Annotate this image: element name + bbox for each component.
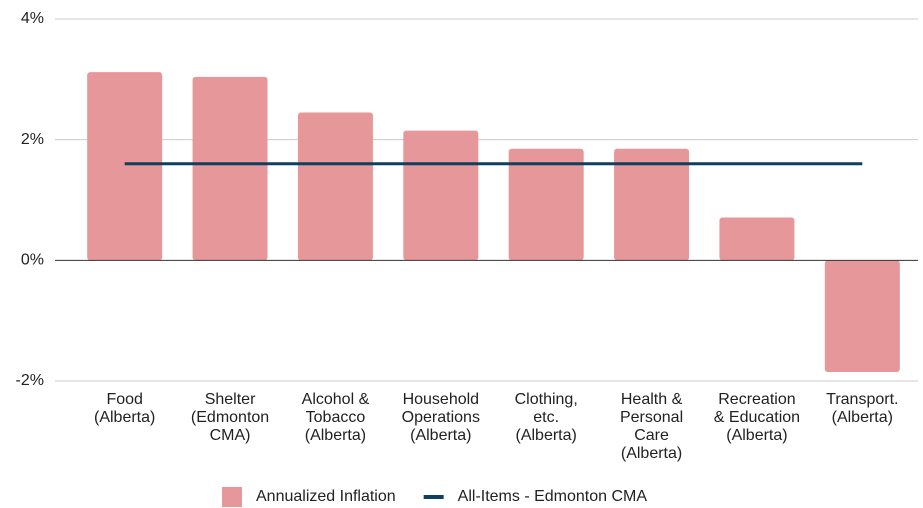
x-tick-label: Transport. (Alberta) xyxy=(826,391,898,426)
bar xyxy=(87,72,163,261)
x-tick-label: Food (Alberta) xyxy=(94,391,155,426)
legend-label: All-Items - Edmonton CMA xyxy=(458,488,648,505)
legend-swatch xyxy=(222,487,242,507)
x-tick-label: Recreation & Education (Alberta) xyxy=(714,391,800,444)
bar xyxy=(403,130,479,261)
grid xyxy=(55,18,918,382)
bar xyxy=(824,260,900,372)
bar xyxy=(508,148,584,261)
y-tick-label: 4% xyxy=(21,10,44,27)
x-tick-label: Household Operations (Alberta) xyxy=(402,391,480,444)
bar xyxy=(614,148,690,261)
x-tick-label: Clothing, etc. (Alberta) xyxy=(515,391,578,444)
x-tick-label: Shelter (Edmonton CMA) xyxy=(191,391,269,444)
bar xyxy=(297,112,373,261)
y-tick-label: 2% xyxy=(21,131,44,148)
y-tick-label: 0% xyxy=(21,252,44,269)
bar xyxy=(719,217,795,261)
x-tick-label: Health & Personal Care (Alberta) xyxy=(620,391,683,462)
legend-label: Annualized Inflation xyxy=(256,488,396,505)
y-tick-label: -2% xyxy=(16,372,44,389)
x-tick-label: Alcohol & Tobacco (Alberta) xyxy=(302,391,370,444)
bar xyxy=(192,76,268,261)
